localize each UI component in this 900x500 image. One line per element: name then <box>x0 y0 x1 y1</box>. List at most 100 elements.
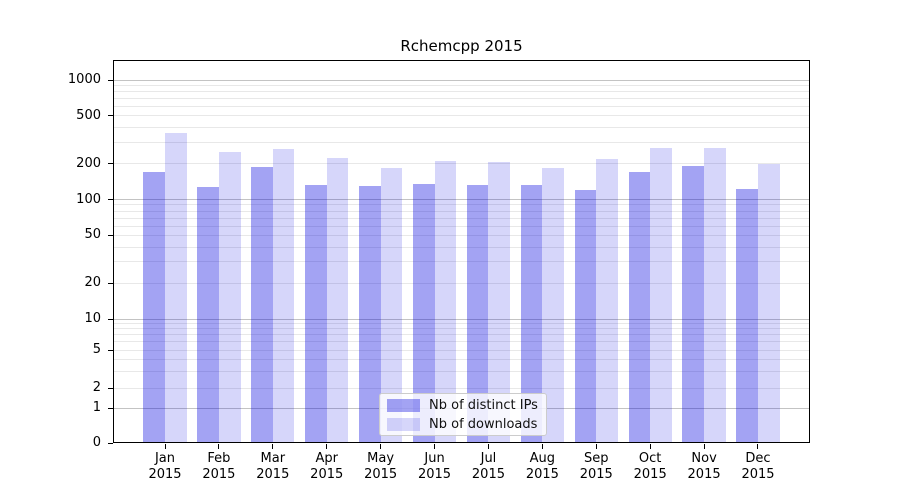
y-gridline-minor <box>114 246 809 248</box>
y-tick <box>108 199 113 200</box>
x-tick-label-feb: Feb 2015 <box>202 451 236 482</box>
x-tick <box>434 444 436 449</box>
legend-item: Nb of distinct IPs <box>387 397 539 413</box>
y-gridline-minor <box>114 341 809 343</box>
bar-nb-of-distinct-ips-dec <box>736 188 758 443</box>
y-gridline-major <box>114 79 809 81</box>
bar-nb-of-downloads-jan <box>165 133 187 443</box>
y-gridline-major <box>114 199 809 200</box>
x-tick <box>272 444 274 449</box>
x-tick-label-apr: Apr 2015 <box>310 451 344 482</box>
bar-nb-of-downloads-jun <box>434 161 457 443</box>
bar-nb-of-downloads-may <box>380 168 403 443</box>
y-gridline-minor <box>114 210 809 212</box>
y-gridline-minor <box>114 115 809 117</box>
y-tick <box>108 407 113 409</box>
x-tick <box>218 444 220 449</box>
y-gridline-minor <box>114 204 809 206</box>
chart-title: Rchemcpp 2015 <box>400 37 523 55</box>
y-gridline-minor <box>114 127 809 129</box>
bar-nb-of-downloads-dec <box>757 164 780 443</box>
y-gridline-minor <box>114 323 809 325</box>
y-tick <box>108 387 113 389</box>
y-tick-label: 2 <box>92 380 101 395</box>
y-gridline-minor <box>114 234 809 236</box>
x-tick <box>541 444 543 449</box>
y-tick-label: 5 <box>92 342 101 357</box>
bar-nb-of-distinct-ips-jul <box>466 184 489 443</box>
x-tick <box>326 444 328 449</box>
y-tick <box>108 349 113 351</box>
y-tick <box>108 115 113 117</box>
y-tick-label: 100 <box>76 191 101 207</box>
bar-nb-of-distinct-ips-jun <box>412 183 435 443</box>
legend-swatch-nb-of-downloads <box>387 417 420 431</box>
plot-area-border <box>113 60 810 443</box>
x-tick-label-oct: Oct 2015 <box>633 451 667 482</box>
y-tick-label: 1 <box>92 400 101 415</box>
y-tick-label: 200 <box>76 155 101 171</box>
legend-item: Nb of downloads <box>387 416 539 432</box>
y-gridline-minor <box>114 358 809 360</box>
y-gridline-minor <box>114 225 809 227</box>
y-gridline-minor <box>114 261 809 263</box>
y-tick-label: 0 <box>92 435 101 450</box>
y-gridline-major <box>114 318 809 320</box>
y-tick <box>108 234 113 236</box>
x-tick <box>757 444 759 449</box>
y-gridline-minor <box>114 163 809 165</box>
x-tick-label-jan: Jan 2015 <box>148 451 182 482</box>
bar-nb-of-distinct-ips-aug <box>520 185 543 443</box>
bar-nb-of-distinct-ips-may <box>359 186 381 443</box>
x-tick <box>595 444 597 449</box>
y-gridline-minor <box>114 106 809 107</box>
y-tick <box>108 282 113 284</box>
y-gridline-minor <box>114 282 809 284</box>
x-tick <box>380 444 382 449</box>
y-gridline-minor <box>114 91 809 93</box>
bar-nb-of-downloads-aug <box>542 168 564 443</box>
bar-nb-of-distinct-ips-feb <box>197 187 219 443</box>
x-tick-label-jul: Jul 2015 <box>471 451 505 482</box>
y-gridline-minor <box>114 98 809 99</box>
bar-nb-of-downloads-feb <box>218 152 241 443</box>
x-tick-label-aug: Aug 2015 <box>525 451 559 482</box>
bar-nb-of-distinct-ips-oct <box>628 171 651 443</box>
bar-nb-of-distinct-ips-sep <box>574 189 597 443</box>
bar-nb-of-downloads-oct <box>650 148 672 443</box>
bar-nb-of-distinct-ips-jan <box>143 171 165 443</box>
bar-nb-of-downloads-nov <box>704 147 726 443</box>
y-tick-label: 50 <box>84 227 101 243</box>
bar-nb-of-downloads-jul <box>488 162 511 443</box>
x-tick-label-nov: Nov 2015 <box>687 451 721 482</box>
y-tick <box>108 318 113 320</box>
bar-nb-of-downloads-apr <box>326 158 349 443</box>
x-tick-label-jun: Jun 2015 <box>417 451 452 482</box>
legend-swatch-nb-of-distinct-ips <box>387 398 420 412</box>
y-tick-label: 20 <box>84 275 101 291</box>
bar-nb-of-distinct-ips-apr <box>305 184 327 443</box>
bar-nb-of-distinct-ips-mar <box>251 167 273 443</box>
y-gridline-minor <box>114 141 809 143</box>
y-gridline-minor <box>114 370 809 372</box>
legend-label-nb-of-downloads: Nb of downloads <box>429 416 538 432</box>
y-tick-label: 500 <box>76 107 101 123</box>
bar-nb-of-downloads-mar <box>272 148 295 443</box>
bar-nb-of-downloads-sep <box>596 158 618 443</box>
x-tick <box>487 444 489 449</box>
y-gridline-minor <box>114 387 809 389</box>
x-tick-label-may: May 2015 <box>364 451 398 482</box>
bar-nb-of-distinct-ips-nov <box>682 166 705 443</box>
y-tick <box>108 163 113 165</box>
x-tick <box>164 444 166 449</box>
x-tick-label-mar: Mar 2015 <box>256 451 290 482</box>
y-tick-label: 10 <box>84 311 101 326</box>
x-tick <box>649 444 651 449</box>
y-tick <box>108 442 113 444</box>
x-tick-label-dec: Dec 2015 <box>741 451 775 482</box>
y-tick <box>108 79 113 81</box>
y-gridline-minor <box>114 328 809 330</box>
y-gridline-minor <box>114 349 809 351</box>
y-tick-label: 1000 <box>67 72 101 87</box>
